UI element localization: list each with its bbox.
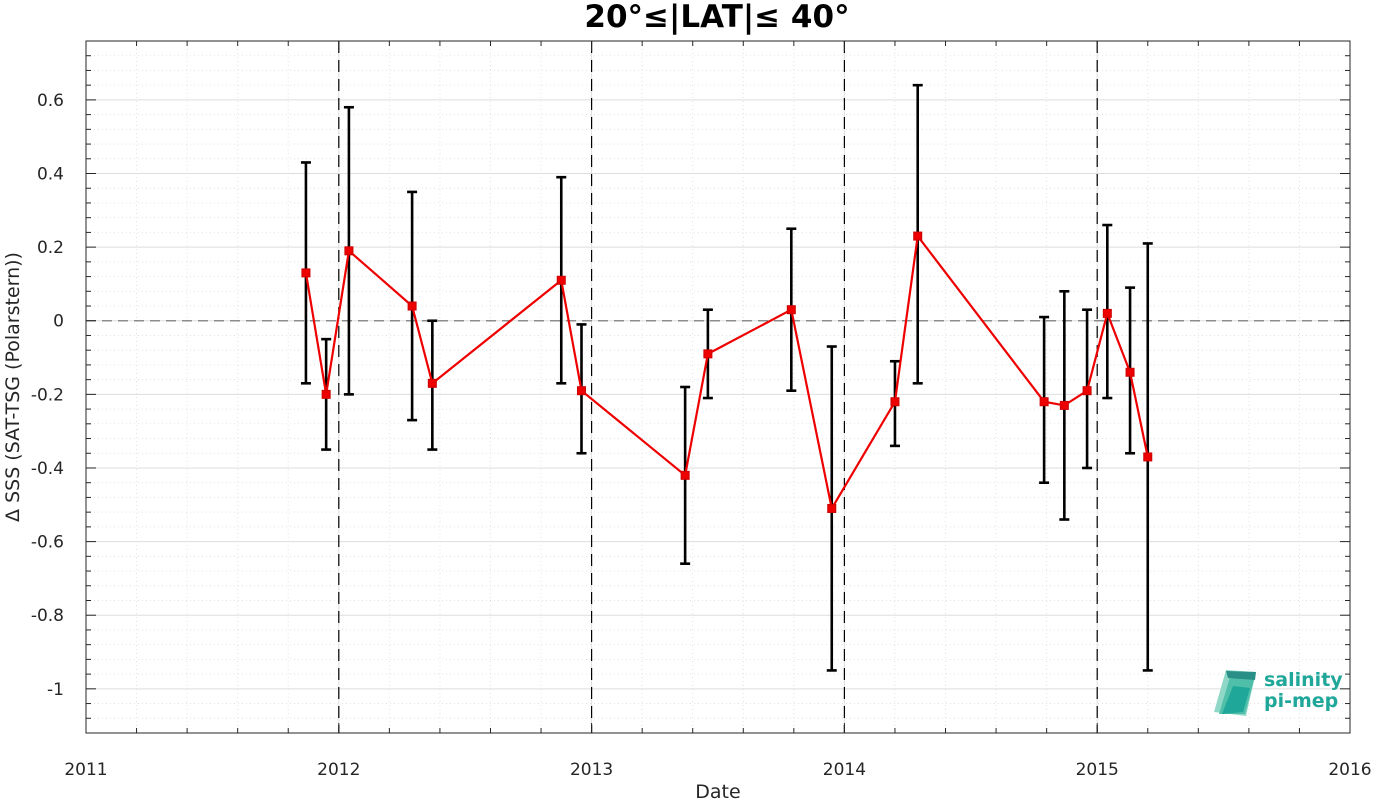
x-tick-label: 2015 bbox=[1076, 760, 1119, 780]
data-point-marker bbox=[576, 386, 586, 396]
data-point-marker bbox=[1102, 308, 1112, 318]
y-tick-label: -0.2 bbox=[31, 385, 64, 405]
data-point-marker bbox=[680, 470, 690, 480]
y-tick-label: -0.6 bbox=[31, 533, 64, 553]
y-tick-label: 0.6 bbox=[37, 91, 64, 111]
plot-area bbox=[85, 40, 1351, 734]
data-point-marker bbox=[427, 378, 437, 388]
y-tick-label: -0.8 bbox=[31, 606, 64, 626]
data-point-marker bbox=[1082, 386, 1092, 396]
data-point-marker bbox=[1143, 452, 1153, 462]
data-point-marker bbox=[301, 268, 311, 278]
y-tick-label: 0 bbox=[53, 312, 64, 332]
y-tick-label: 0.2 bbox=[37, 238, 64, 258]
x-tick-label: 2012 bbox=[317, 760, 360, 780]
minor-grid bbox=[86, 40, 1350, 734]
data-markers bbox=[301, 231, 1153, 513]
x-tick-label: 2011 bbox=[64, 760, 107, 780]
data-point-marker bbox=[556, 275, 566, 285]
y-axis-title: Δ SSS (SAT-TSG (Polarstern)) bbox=[2, 252, 24, 522]
data-point-marker bbox=[913, 231, 923, 241]
data-point-marker bbox=[827, 503, 837, 513]
x-tick-label: 2014 bbox=[823, 760, 866, 780]
data-point-marker bbox=[321, 389, 331, 399]
logo-line1: salinity bbox=[1264, 669, 1343, 691]
data-point-marker bbox=[1125, 367, 1135, 377]
x-tick-label: 2013 bbox=[570, 760, 613, 780]
y-tick-label: -0.4 bbox=[31, 459, 64, 479]
axis-ticks bbox=[85, 40, 1351, 734]
year-separators bbox=[338, 41, 1098, 733]
logo-line2: pi-mep bbox=[1264, 690, 1338, 712]
x-tick-labels: 2011 2012 2013 2014 2015 2016 bbox=[64, 760, 1371, 780]
plot-background bbox=[86, 41, 1350, 733]
data-point-marker bbox=[1039, 397, 1049, 407]
x-tick-label: 2016 bbox=[1328, 760, 1371, 780]
data-point-marker bbox=[703, 349, 713, 359]
data-point-marker bbox=[890, 397, 900, 407]
salinity-pi-mep-logo: salinity pi-mep bbox=[1214, 669, 1343, 716]
y-tick-label: -1 bbox=[47, 680, 64, 700]
y-tick-labels: 0.6 0.4 0.2 0 -0.2 -0.4 -0.6 -0.8 -1 bbox=[31, 91, 64, 700]
plot-frame bbox=[85, 40, 1351, 734]
x-axis-title: Date bbox=[695, 781, 740, 801]
y-tick-label: 0.4 bbox=[37, 165, 64, 185]
data-point-marker bbox=[407, 301, 417, 311]
data-point-marker bbox=[786, 305, 796, 315]
data-point-marker bbox=[344, 246, 354, 256]
logo-wave-icon bbox=[1214, 670, 1256, 716]
data-point-marker bbox=[1059, 400, 1069, 410]
chart-title: 20°≤|LAT|≤ 40° bbox=[584, 0, 849, 35]
